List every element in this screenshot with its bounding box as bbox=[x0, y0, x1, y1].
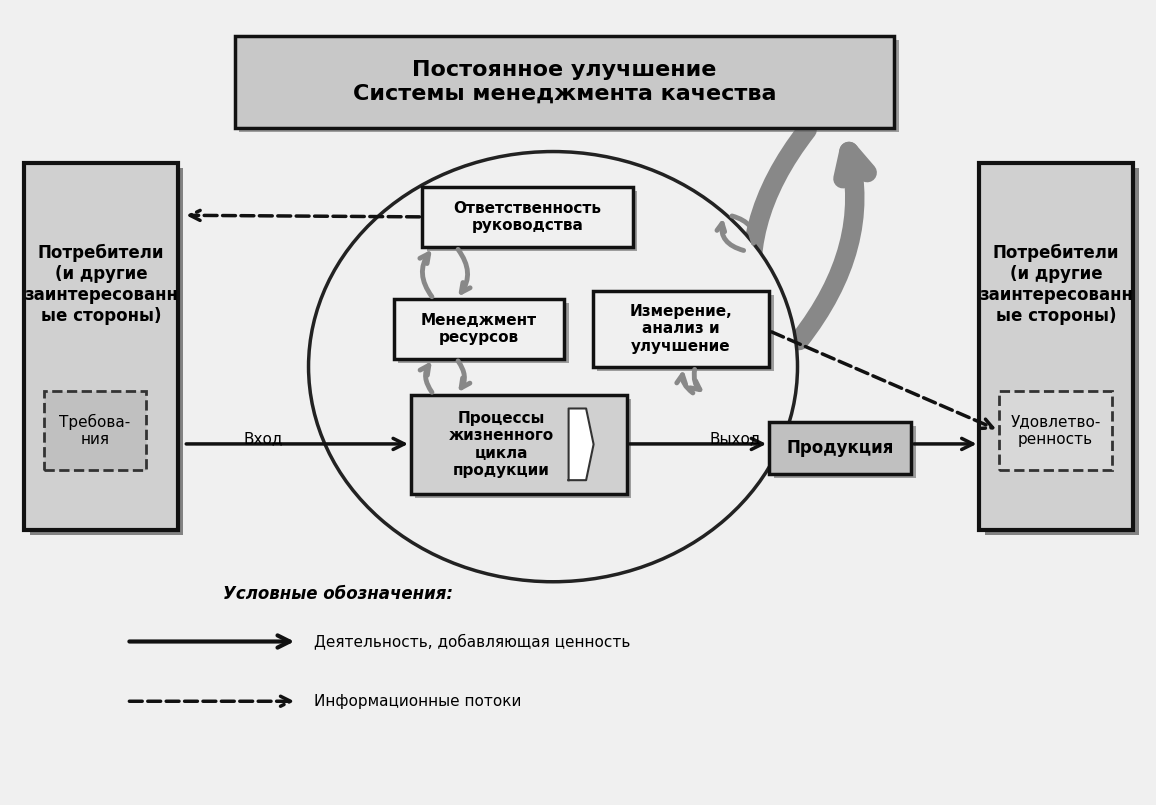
FancyBboxPatch shape bbox=[394, 299, 564, 359]
FancyBboxPatch shape bbox=[1003, 394, 1117, 474]
FancyBboxPatch shape bbox=[399, 303, 569, 363]
Text: Выход: Выход bbox=[710, 431, 761, 446]
FancyBboxPatch shape bbox=[415, 398, 631, 498]
Text: Деятельность, добавляющая ценность: Деятельность, добавляющая ценность bbox=[314, 634, 630, 650]
FancyBboxPatch shape bbox=[239, 40, 898, 132]
Ellipse shape bbox=[309, 151, 798, 582]
Text: Удовлетво-
ренность: Удовлетво- ренность bbox=[1010, 415, 1101, 447]
FancyBboxPatch shape bbox=[24, 163, 178, 530]
Text: Продукция: Продукция bbox=[786, 440, 894, 457]
Text: Вход: Вход bbox=[244, 431, 283, 446]
FancyBboxPatch shape bbox=[999, 390, 1112, 470]
Text: Потребители
(и другие
заинтересованн
ые стороны): Потребители (и другие заинтересованн ые … bbox=[979, 244, 1133, 324]
FancyBboxPatch shape bbox=[979, 163, 1133, 530]
FancyBboxPatch shape bbox=[30, 168, 184, 535]
Text: Информационные потоки: Информационные потоки bbox=[314, 694, 521, 708]
Text: Ответственность
руководства: Ответственность руководства bbox=[453, 201, 601, 233]
Polygon shape bbox=[569, 408, 594, 480]
Text: Требова-
ния: Требова- ния bbox=[59, 414, 131, 447]
Text: Процессы
жизненного
цикла
продукции: Процессы жизненного цикла продукции bbox=[449, 411, 554, 478]
FancyBboxPatch shape bbox=[427, 192, 637, 251]
FancyBboxPatch shape bbox=[593, 291, 769, 366]
Text: Потребители
(и другие
заинтересованн
ые стороны): Потребители (и другие заинтересованн ые … bbox=[24, 244, 178, 324]
Text: Условные обозначения:: Условные обозначения: bbox=[223, 584, 453, 603]
Text: Измерение,
анализ и
улучшение: Измерение, анализ и улучшение bbox=[630, 304, 732, 353]
FancyBboxPatch shape bbox=[44, 390, 146, 470]
FancyBboxPatch shape bbox=[773, 427, 916, 478]
FancyBboxPatch shape bbox=[985, 168, 1139, 535]
FancyBboxPatch shape bbox=[49, 394, 150, 474]
FancyBboxPatch shape bbox=[769, 423, 911, 474]
FancyBboxPatch shape bbox=[598, 295, 773, 370]
FancyBboxPatch shape bbox=[410, 394, 627, 494]
Text: Постоянное улучшение
Системы менеджмента качества: Постоянное улучшение Системы менеджмента… bbox=[353, 60, 776, 103]
FancyBboxPatch shape bbox=[422, 188, 632, 247]
Text: Менеджмент
ресурсов: Менеджмент ресурсов bbox=[421, 312, 538, 345]
FancyBboxPatch shape bbox=[235, 36, 894, 128]
